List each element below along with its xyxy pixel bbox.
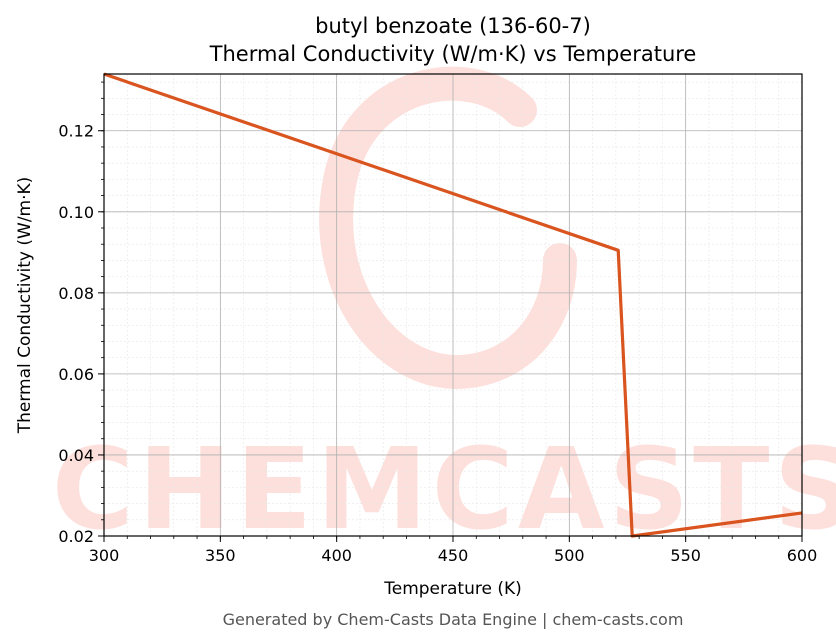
y-tick-label: 0.06 (58, 365, 94, 384)
y-tick-labels: 0.02 0.04 0.06 0.08 0.10 0.12 (58, 122, 94, 546)
chart-subtitle: Thermal Conductivity (W/m·K) vs Temperat… (209, 42, 697, 66)
watermark-text: CHEMCASTS (52, 425, 836, 555)
x-tick-labels: 300 350 400 450 500 550 600 (89, 546, 818, 565)
y-axis-label: Thermal Conductivity (W/m·K) (15, 177, 35, 435)
x-tick-label: 550 (670, 546, 701, 565)
x-tick-label: 350 (205, 546, 236, 565)
x-tick-label: 450 (438, 546, 469, 565)
x-tick-label: 300 (89, 546, 120, 565)
y-tick-label: 0.12 (58, 122, 94, 141)
ticks (98, 81, 803, 542)
y-tick-label: 0.04 (58, 446, 94, 465)
x-tick-label: 400 (321, 546, 352, 565)
watermark: CHEMCASTS (52, 66, 836, 555)
x-tick-label: 500 (554, 546, 585, 565)
series-line (103, 72, 803, 538)
y-tick-label: 0.10 (58, 203, 94, 222)
x-axis-label: Temperature (K) (383, 579, 522, 599)
chart-title: butyl benzoate (136-60-7) (315, 14, 591, 38)
y-tick-label: 0.02 (58, 527, 94, 546)
series-layer (103, 72, 803, 538)
footer-credit: Generated by Chem-Casts Data Engine | ch… (223, 610, 684, 629)
x-tick-label: 600 (787, 546, 818, 565)
y-tick-label: 0.08 (58, 284, 94, 303)
